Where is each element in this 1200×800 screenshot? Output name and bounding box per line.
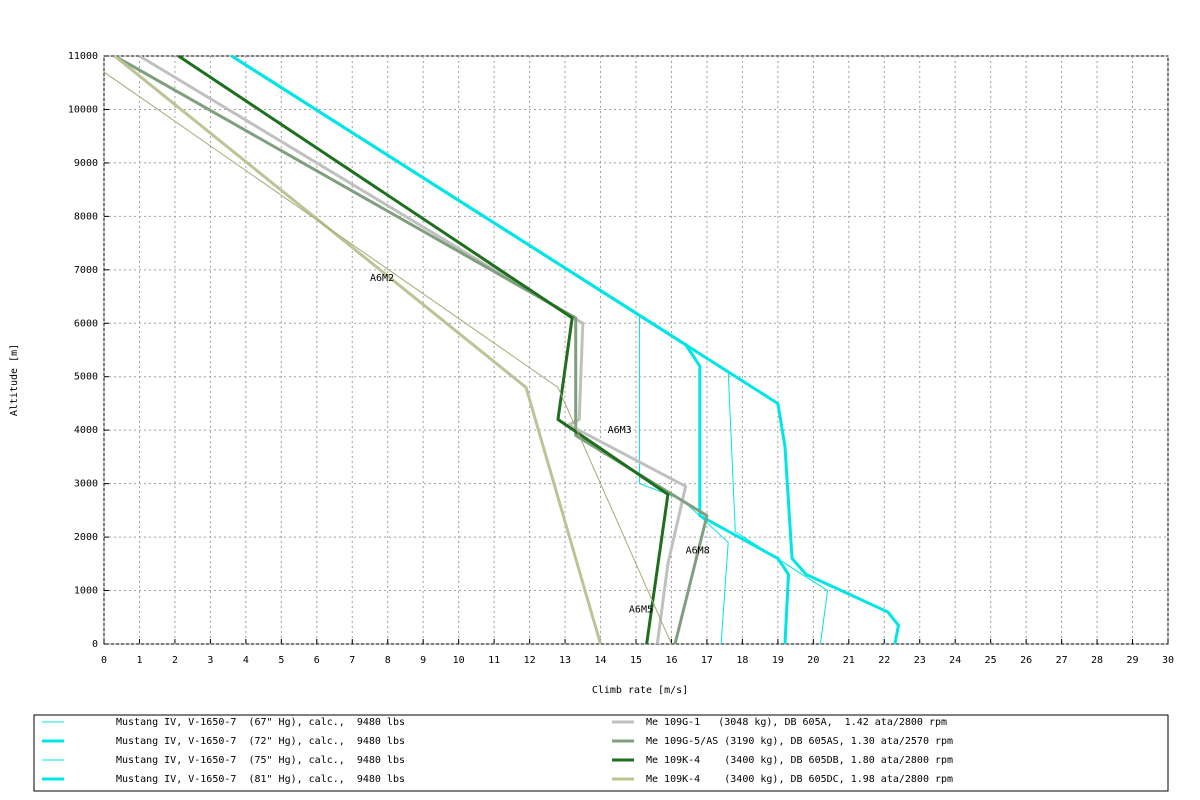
x-tick-label: 7 bbox=[349, 655, 355, 666]
x-tick-label: 12 bbox=[524, 655, 536, 666]
x-tick-label: 6 bbox=[314, 655, 320, 666]
annotation: A6M5 bbox=[629, 604, 653, 615]
x-tick-label: 25 bbox=[985, 655, 997, 666]
series-line bbox=[138, 54, 688, 645]
legend-label: Me 109K-4 (3400 kg), DB 605DB, 1.80 ata/… bbox=[646, 755, 953, 766]
series-line bbox=[230, 54, 900, 645]
x-tick-label: 11 bbox=[488, 655, 500, 666]
y-tick-label: 0 bbox=[92, 639, 98, 650]
x-tick-label: 19 bbox=[772, 655, 784, 666]
x-tick-label: 21 bbox=[843, 655, 855, 666]
x-tick-label: 3 bbox=[207, 655, 213, 666]
legend-label: Mustang IV, V-1650-7 (81" Hg), calc., 94… bbox=[116, 774, 405, 785]
x-tick-label: 24 bbox=[949, 655, 961, 666]
x-tick-label: 4 bbox=[243, 655, 249, 666]
x-tick-label: 28 bbox=[1091, 655, 1103, 666]
x-tick-label: 14 bbox=[595, 655, 607, 666]
y-tick-label: 2000 bbox=[74, 532, 98, 543]
x-tick-label: 23 bbox=[914, 655, 926, 666]
x-tick-label: 18 bbox=[736, 655, 748, 666]
x-axis-label: Climb rate [m/s] bbox=[592, 685, 688, 696]
legend-label: Mustang IV, V-1650-7 (72" Hg), calc., 94… bbox=[116, 736, 405, 747]
series-line bbox=[177, 54, 670, 645]
y-tick-label: 5000 bbox=[74, 372, 98, 383]
x-tick-label: 29 bbox=[1127, 655, 1139, 666]
y-tick-label: 10000 bbox=[68, 104, 98, 115]
y-tick-label: 3000 bbox=[74, 479, 98, 490]
x-tick-label: 27 bbox=[1056, 655, 1068, 666]
y-tick-label: 4000 bbox=[74, 425, 98, 436]
y-tick-label: 1000 bbox=[74, 586, 98, 597]
legend-frame bbox=[33, 714, 1169, 792]
y-axis-label: Altitude [m] bbox=[9, 344, 20, 416]
x-tick-label: 9 bbox=[420, 655, 426, 666]
y-tick-label: 11000 bbox=[68, 51, 98, 62]
series-line bbox=[113, 54, 602, 645]
series-line bbox=[231, 55, 829, 645]
x-tick-label: 8 bbox=[385, 655, 391, 666]
y-tick-label: 6000 bbox=[74, 318, 98, 329]
x-tick-label: 0 bbox=[101, 655, 107, 666]
annotation: A6M2 bbox=[370, 273, 394, 284]
legend-label: Mustang IV, V-1650-7 (67" Hg), calc., 94… bbox=[116, 717, 405, 728]
x-tick-label: 15 bbox=[630, 655, 642, 666]
y-tick-label: 9000 bbox=[74, 158, 98, 169]
x-tick-label: 20 bbox=[807, 655, 819, 666]
annotation: A6M3 bbox=[608, 425, 632, 436]
x-tick-label: 16 bbox=[665, 655, 677, 666]
y-tick-label: 7000 bbox=[74, 265, 98, 276]
y-tick-label: 8000 bbox=[74, 211, 98, 222]
x-tick-label: 1 bbox=[136, 655, 142, 666]
x-tick-label: 2 bbox=[172, 655, 178, 666]
x-tick-label: 22 bbox=[878, 655, 890, 666]
series-line bbox=[113, 54, 709, 645]
legend-label: Me 109G-1 (3048 kg), DB 605A, 1.42 ata/2… bbox=[646, 717, 947, 728]
series-line bbox=[103, 71, 672, 645]
plot-frame bbox=[103, 55, 1169, 645]
x-tick-label: 17 bbox=[701, 655, 713, 666]
legend-label: Mustang IV, V-1650-7 (75" Hg), calc., 94… bbox=[116, 755, 405, 766]
x-tick-label: 26 bbox=[1020, 655, 1032, 666]
annotation: A6M8 bbox=[686, 545, 710, 556]
legend-label: Me 109K-4 (3400 kg), DB 605DC, 1.98 ata/… bbox=[646, 774, 953, 785]
x-tick-label: 5 bbox=[278, 655, 284, 666]
x-tick-label: 30 bbox=[1162, 655, 1174, 666]
x-tick-label: 10 bbox=[453, 655, 465, 666]
x-tick-label: 13 bbox=[559, 655, 571, 666]
legend-label: Me 109G-5/AS (3190 kg), DB 605AS, 1.30 a… bbox=[646, 736, 953, 747]
